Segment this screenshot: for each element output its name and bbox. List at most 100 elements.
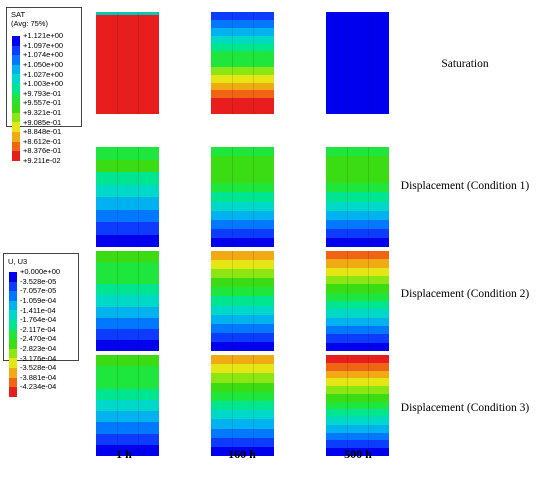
contour-band: [326, 147, 389, 157]
u3-legend-swatch: [9, 339, 17, 349]
contour-band: [96, 100, 159, 104]
contour-band: [211, 147, 274, 157]
contour-band: [326, 440, 389, 449]
u3-legend-swatch: [9, 291, 17, 301]
contour-band: [96, 35, 159, 40]
contour-band: [326, 417, 389, 425]
contour-band: [211, 410, 274, 420]
contour-band: [96, 147, 159, 160]
contour-band: [211, 269, 274, 279]
contour-band: [96, 251, 159, 263]
contour-band: [326, 424, 389, 433]
u3-legend-swatch: [9, 319, 17, 330]
contour-band: [326, 386, 389, 394]
contour-band: [211, 323, 274, 333]
contour-band: [96, 15, 159, 19]
contour-band: [96, 32, 159, 36]
contour-band: [96, 377, 159, 389]
contour-band: [211, 156, 274, 166]
displacement-c1-contour-160h: [211, 147, 274, 247]
contour-band: [211, 183, 274, 193]
contour-band: [96, 90, 159, 94]
sat-legend-swatch: [12, 83, 20, 94]
contour-band: [326, 63, 389, 76]
contour-band: [211, 437, 274, 447]
sat-legend-swatch: [12, 112, 20, 123]
contour-band: [96, 22, 159, 26]
contour-band: [211, 400, 274, 411]
displacement-c2-contour-160h: [211, 251, 274, 351]
contour-band: [211, 165, 274, 175]
sat-legend-value: +1.121e+00: [23, 31, 64, 41]
contour-band: [96, 317, 159, 329]
sat-legend-value: +1.097e+00: [23, 40, 64, 50]
displacement-c3-contour-160h: [211, 355, 274, 456]
contour-band: [96, 295, 159, 307]
saturation-legend-title: SAT: [11, 10, 26, 19]
contour-band: [96, 339, 159, 351]
contour-band: [326, 156, 389, 166]
contour-band: [96, 103, 159, 108]
contour-band: [211, 192, 274, 202]
contour-band: [96, 433, 159, 445]
contour-band: [96, 306, 159, 318]
contour-band: [211, 355, 274, 365]
contour-band: [96, 83, 159, 87]
contour-band: [326, 370, 389, 379]
contour-band: [211, 51, 274, 60]
contour-band: [96, 411, 159, 423]
saturation-legend-subtitle: (Avg: 75%): [11, 19, 48, 28]
contour-band: [96, 42, 159, 47]
contour-band: [211, 98, 274, 107]
contour-band: [326, 362, 389, 371]
contour-band: [326, 37, 389, 51]
contour-band: [96, 159, 159, 172]
u3-legend-swatch: [9, 377, 17, 388]
u3-legend-value: -3.881e-04: [20, 372, 57, 382]
contour-band: [211, 228, 274, 238]
sat-legend-swatch: [12, 131, 20, 142]
contour-band: [96, 110, 159, 114]
contour-band: [96, 388, 159, 400]
u3-legend-swatch: [9, 348, 17, 359]
sat-legend-value: +9.211e-02: [23, 155, 61, 165]
contour-band: [326, 325, 389, 335]
u3-legend-swatch: [9, 329, 17, 340]
sat-legend-swatch: [12, 93, 20, 104]
contour-band: [211, 296, 274, 306]
contour-band: [96, 284, 159, 296]
u3-legend-value: -4.234e-04: [20, 382, 57, 392]
contour-band: [211, 391, 274, 401]
u3-legend-value: -2.470e-04: [20, 334, 57, 344]
contour-band: [96, 73, 159, 77]
u3-legend-value: -3.528e-05: [20, 276, 57, 286]
u3-legend-swatch: [9, 310, 17, 320]
row-label-saturation: Saturation: [441, 58, 489, 70]
contour-band: [326, 101, 389, 114]
contour-band: [96, 273, 159, 285]
contour-band: [211, 428, 274, 438]
contour-band: [96, 328, 159, 340]
contour-band: [326, 210, 389, 220]
contour-band: [211, 174, 274, 184]
sat-legend-swatch: [12, 103, 20, 113]
contour-band: [211, 210, 274, 220]
contour-band: [96, 355, 159, 367]
sat-legend-swatch: [12, 151, 20, 161]
sat-legend-value: +8.612e-01: [23, 136, 62, 146]
contour-band: [96, 66, 159, 70]
contour-band: [96, 76, 159, 81]
u3-legend-value: -1.764e-04: [20, 315, 57, 325]
u3-legend-value: -2.117e-04: [20, 324, 56, 334]
contour-band: [326, 50, 389, 63]
contour-band: [326, 228, 389, 238]
u3-legend-swatch: [9, 300, 17, 311]
sat-legend-value: +1.003e+00: [23, 79, 64, 89]
contour-band: [96, 69, 159, 74]
contour-band: [96, 93, 159, 98]
displacement-c1-contour-1h: [96, 147, 159, 247]
sat-legend-value: +1.074e+00: [23, 50, 64, 60]
u3-legend-swatch: [9, 387, 17, 397]
u3-legend-swatch: [9, 281, 17, 292]
contour-band: [326, 183, 389, 193]
